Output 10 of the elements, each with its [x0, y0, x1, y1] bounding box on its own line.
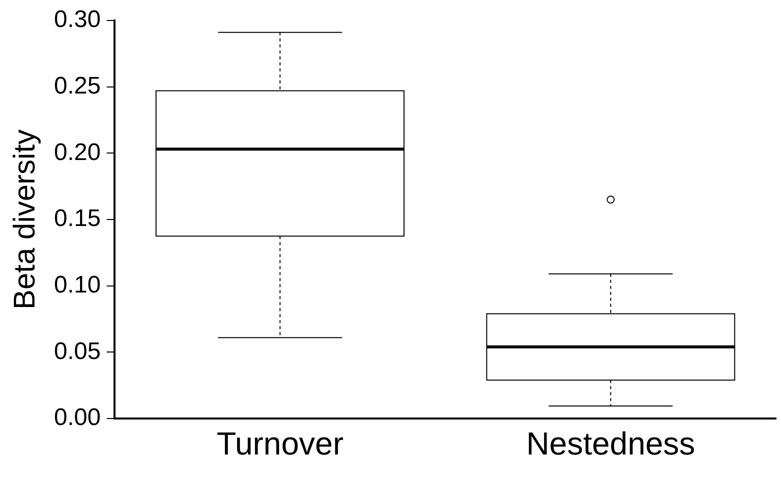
x-tick-label: Turnover [216, 426, 344, 462]
y-axis-title: Beta diversity [8, 129, 42, 310]
x-tick-label: Nestedness [526, 426, 696, 462]
y-tick-label: 0.10 [54, 271, 101, 298]
y-tick-label: 0.30 [54, 6, 101, 34]
y-tick-label: 0.15 [54, 205, 101, 232]
y-tick-label: 0.20 [54, 138, 101, 166]
y-tick-label: 0.05 [54, 338, 101, 365]
y-tick-label: 0.25 [54, 72, 101, 100]
y-tick-label: 0.00 [54, 404, 101, 432]
